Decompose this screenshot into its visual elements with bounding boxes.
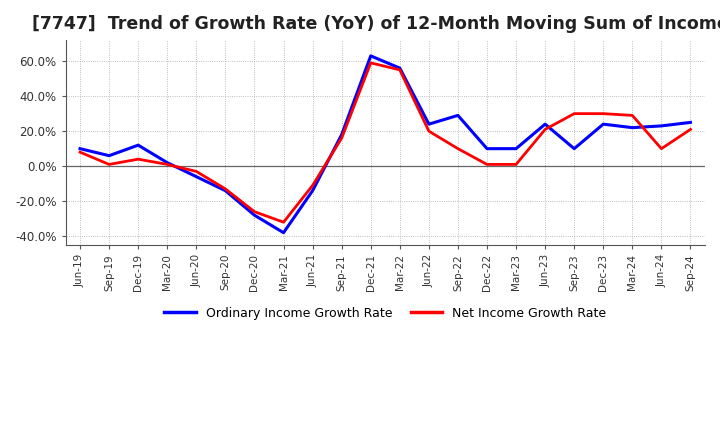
Ordinary Income Growth Rate: [541, 121, 549, 127]
Ordinary Income Growth Rate: [76, 146, 84, 151]
Ordinary Income Growth Rate: [192, 174, 201, 180]
Line: Ordinary Income Growth Rate: Ordinary Income Growth Rate: [80, 56, 690, 233]
Net Income Growth Rate: [134, 157, 143, 162]
Ordinary Income Growth Rate: [686, 120, 695, 125]
Ordinary Income Growth Rate: [395, 66, 404, 71]
Ordinary Income Growth Rate: [221, 188, 230, 193]
Ordinary Income Growth Rate: [134, 143, 143, 148]
Legend: Ordinary Income Growth Rate, Net Income Growth Rate: Ordinary Income Growth Rate, Net Income …: [159, 302, 611, 325]
Net Income Growth Rate: [512, 162, 521, 167]
Net Income Growth Rate: [454, 146, 462, 151]
Ordinary Income Growth Rate: [163, 160, 171, 165]
Net Income Growth Rate: [570, 111, 578, 116]
Net Income Growth Rate: [366, 60, 375, 66]
Ordinary Income Growth Rate: [279, 230, 288, 235]
Net Income Growth Rate: [686, 127, 695, 132]
Net Income Growth Rate: [250, 209, 258, 214]
Net Income Growth Rate: [221, 186, 230, 191]
Ordinary Income Growth Rate: [657, 123, 666, 128]
Net Income Growth Rate: [541, 127, 549, 132]
Net Income Growth Rate: [395, 67, 404, 73]
Net Income Growth Rate: [425, 128, 433, 134]
Ordinary Income Growth Rate: [570, 146, 578, 151]
Ordinary Income Growth Rate: [599, 121, 608, 127]
Net Income Growth Rate: [105, 162, 114, 167]
Ordinary Income Growth Rate: [454, 113, 462, 118]
Net Income Growth Rate: [279, 220, 288, 225]
Ordinary Income Growth Rate: [512, 146, 521, 151]
Net Income Growth Rate: [482, 162, 491, 167]
Ordinary Income Growth Rate: [250, 213, 258, 218]
Net Income Growth Rate: [338, 136, 346, 141]
Ordinary Income Growth Rate: [105, 153, 114, 158]
Net Income Growth Rate: [163, 162, 171, 167]
Ordinary Income Growth Rate: [338, 132, 346, 137]
Net Income Growth Rate: [308, 183, 317, 188]
Title: [7747]  Trend of Growth Rate (YoY) of 12-Month Moving Sum of Incomes: [7747] Trend of Growth Rate (YoY) of 12-…: [32, 15, 720, 33]
Net Income Growth Rate: [628, 113, 636, 118]
Net Income Growth Rate: [599, 111, 608, 116]
Ordinary Income Growth Rate: [425, 121, 433, 127]
Net Income Growth Rate: [657, 146, 666, 151]
Ordinary Income Growth Rate: [482, 146, 491, 151]
Line: Net Income Growth Rate: Net Income Growth Rate: [80, 63, 690, 222]
Ordinary Income Growth Rate: [366, 53, 375, 59]
Ordinary Income Growth Rate: [628, 125, 636, 130]
Ordinary Income Growth Rate: [308, 188, 317, 193]
Net Income Growth Rate: [192, 169, 201, 174]
Net Income Growth Rate: [76, 150, 84, 155]
